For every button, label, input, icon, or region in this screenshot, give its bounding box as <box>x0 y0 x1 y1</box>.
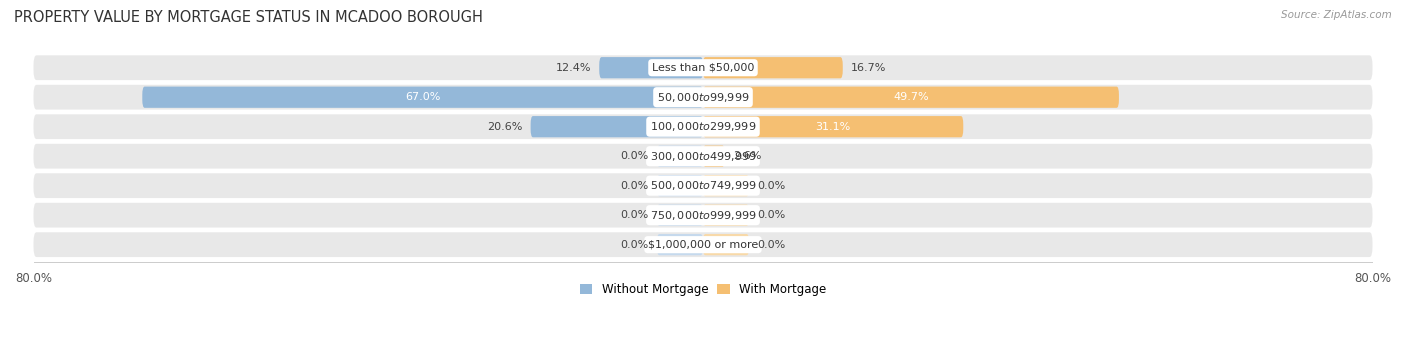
FancyBboxPatch shape <box>34 85 1372 109</box>
FancyBboxPatch shape <box>34 203 1372 227</box>
Text: 0.0%: 0.0% <box>758 181 786 191</box>
FancyBboxPatch shape <box>703 146 724 167</box>
FancyBboxPatch shape <box>34 173 1372 198</box>
FancyBboxPatch shape <box>34 144 1372 169</box>
FancyBboxPatch shape <box>34 55 1372 80</box>
Text: $500,000 to $749,999: $500,000 to $749,999 <box>650 179 756 192</box>
Text: $750,000 to $999,999: $750,000 to $999,999 <box>650 209 756 222</box>
FancyBboxPatch shape <box>703 234 749 255</box>
FancyBboxPatch shape <box>703 175 749 196</box>
Text: 0.0%: 0.0% <box>620 240 648 250</box>
FancyBboxPatch shape <box>599 57 703 78</box>
FancyBboxPatch shape <box>703 205 749 226</box>
Text: $50,000 to $99,999: $50,000 to $99,999 <box>657 91 749 104</box>
Text: Less than $50,000: Less than $50,000 <box>652 63 754 73</box>
FancyBboxPatch shape <box>657 234 703 255</box>
Text: 49.7%: 49.7% <box>893 92 929 102</box>
Text: 0.0%: 0.0% <box>620 210 648 220</box>
Text: 20.6%: 20.6% <box>486 122 522 132</box>
FancyBboxPatch shape <box>657 146 703 167</box>
Text: 31.1%: 31.1% <box>815 122 851 132</box>
Text: 67.0%: 67.0% <box>405 92 440 102</box>
Text: 16.7%: 16.7% <box>851 63 887 73</box>
FancyBboxPatch shape <box>657 175 703 196</box>
Text: $300,000 to $499,999: $300,000 to $499,999 <box>650 150 756 163</box>
Text: PROPERTY VALUE BY MORTGAGE STATUS IN MCADOO BOROUGH: PROPERTY VALUE BY MORTGAGE STATUS IN MCA… <box>14 10 482 25</box>
FancyBboxPatch shape <box>703 87 1119 108</box>
FancyBboxPatch shape <box>34 232 1372 257</box>
Legend: Without Mortgage, With Mortgage: Without Mortgage, With Mortgage <box>575 278 831 301</box>
Text: 0.0%: 0.0% <box>758 210 786 220</box>
Text: 0.0%: 0.0% <box>620 151 648 161</box>
Text: 2.6%: 2.6% <box>733 151 762 161</box>
FancyBboxPatch shape <box>142 87 703 108</box>
Text: 0.0%: 0.0% <box>758 240 786 250</box>
Text: 0.0%: 0.0% <box>620 181 648 191</box>
FancyBboxPatch shape <box>530 116 703 137</box>
FancyBboxPatch shape <box>657 205 703 226</box>
Text: Source: ZipAtlas.com: Source: ZipAtlas.com <box>1281 10 1392 20</box>
Text: $100,000 to $299,999: $100,000 to $299,999 <box>650 120 756 133</box>
FancyBboxPatch shape <box>703 57 842 78</box>
Text: 12.4%: 12.4% <box>555 63 591 73</box>
FancyBboxPatch shape <box>34 114 1372 139</box>
FancyBboxPatch shape <box>703 116 963 137</box>
Text: $1,000,000 or more: $1,000,000 or more <box>648 240 758 250</box>
